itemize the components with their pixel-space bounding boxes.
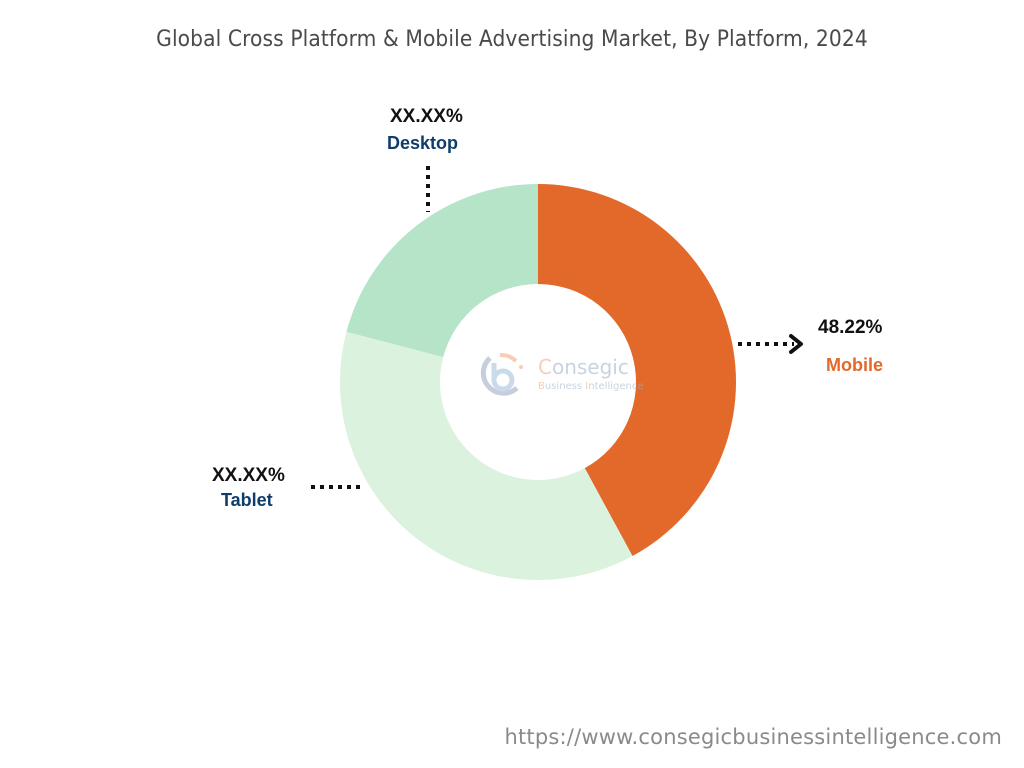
logo-subtitle: Business Intelligence [538, 381, 643, 392]
mobile-category-label: Mobile [826, 355, 883, 375]
logo-name-rest: onsegic [551, 355, 629, 379]
logo-sub-rest: ntelligence [588, 381, 644, 392]
slice-tablet [340, 331, 633, 580]
slice-desktop [346, 184, 538, 358]
donut-slices [340, 184, 736, 580]
footer-url: https://www.consegicbusinessintelligence… [504, 725, 1002, 749]
watermark-logo: Consegic Business Intelligence [474, 349, 644, 409]
logo-sub-mid: usiness [544, 381, 586, 392]
desktop-category-label: Desktop [387, 133, 459, 153]
chart-title: Global Cross Platform & Mobile Advertisi… [156, 26, 868, 52]
desktop-percent-label: XX.XX% [390, 106, 463, 127]
mobile-percent-label: 48.22% [818, 317, 883, 338]
logo-name-initial: C [538, 355, 552, 379]
logo-sub-i: I [585, 381, 589, 392]
mobile-arrow-icon [789, 334, 803, 354]
consegic-logo-icon [480, 353, 523, 396]
tablet-category-label: Tablet [221, 490, 273, 510]
slice-mobile [538, 184, 736, 557]
logo-sub-b: B [538, 381, 545, 392]
logo-name: Consegic [538, 355, 629, 379]
tablet-percent-label: XX.XX% [212, 465, 285, 486]
